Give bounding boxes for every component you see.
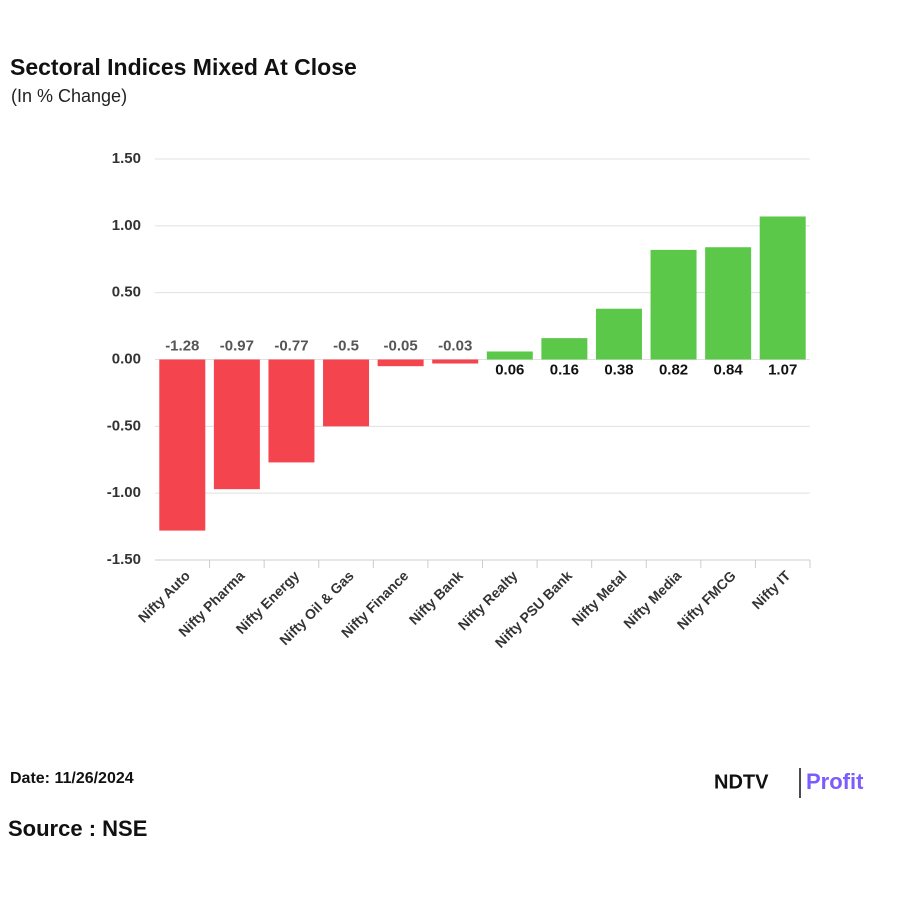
data-label: 0.16 xyxy=(550,361,579,378)
data-label: -0.03 xyxy=(438,337,472,354)
bar xyxy=(159,359,206,531)
data-label: 0.38 xyxy=(604,361,633,378)
date: Date: 11/26/2024 xyxy=(10,770,134,787)
bar xyxy=(541,338,588,360)
data-label: -0.97 xyxy=(220,337,254,354)
y-tick-label: -1.00 xyxy=(107,484,141,501)
chart-subtitle: (In % Change) xyxy=(11,86,127,106)
data-label: 0.06 xyxy=(495,361,524,378)
bar xyxy=(323,359,370,427)
y-tick-label: 1.00 xyxy=(112,217,141,234)
y-tick-label: 0.50 xyxy=(112,284,141,301)
bar xyxy=(759,216,806,360)
data-label: -0.05 xyxy=(384,337,418,354)
logo-profit: Profit xyxy=(806,769,864,794)
data-label: 0.82 xyxy=(659,361,688,378)
bar xyxy=(486,351,533,360)
source: Source : NSE xyxy=(8,816,147,841)
data-label: -1.28 xyxy=(165,337,199,354)
bar xyxy=(705,247,752,360)
y-tick-label: 1.50 xyxy=(112,150,141,167)
data-label: 1.07 xyxy=(768,361,797,378)
x-tick-label: Nifty FMCG xyxy=(674,567,739,632)
y-tick-label: -0.50 xyxy=(107,417,141,434)
chart-title: Sectoral Indices Mixed At Close xyxy=(10,54,357,80)
data-label: -0.77 xyxy=(274,337,308,354)
data-label: -0.5 xyxy=(333,337,359,354)
x-tick-label: Nifty IT xyxy=(749,567,794,612)
bar xyxy=(377,359,424,367)
bar xyxy=(650,249,697,360)
y-tick-label: 0.00 xyxy=(112,350,141,367)
logo-ndtv: NDTV xyxy=(714,771,769,793)
bar xyxy=(268,359,315,463)
bar xyxy=(213,359,260,490)
x-tick-label: Nifty Auto xyxy=(135,567,193,625)
bar xyxy=(595,308,642,360)
y-tick-label: -1.50 xyxy=(107,551,141,568)
data-label: 0.84 xyxy=(714,361,744,378)
bar xyxy=(432,359,479,364)
